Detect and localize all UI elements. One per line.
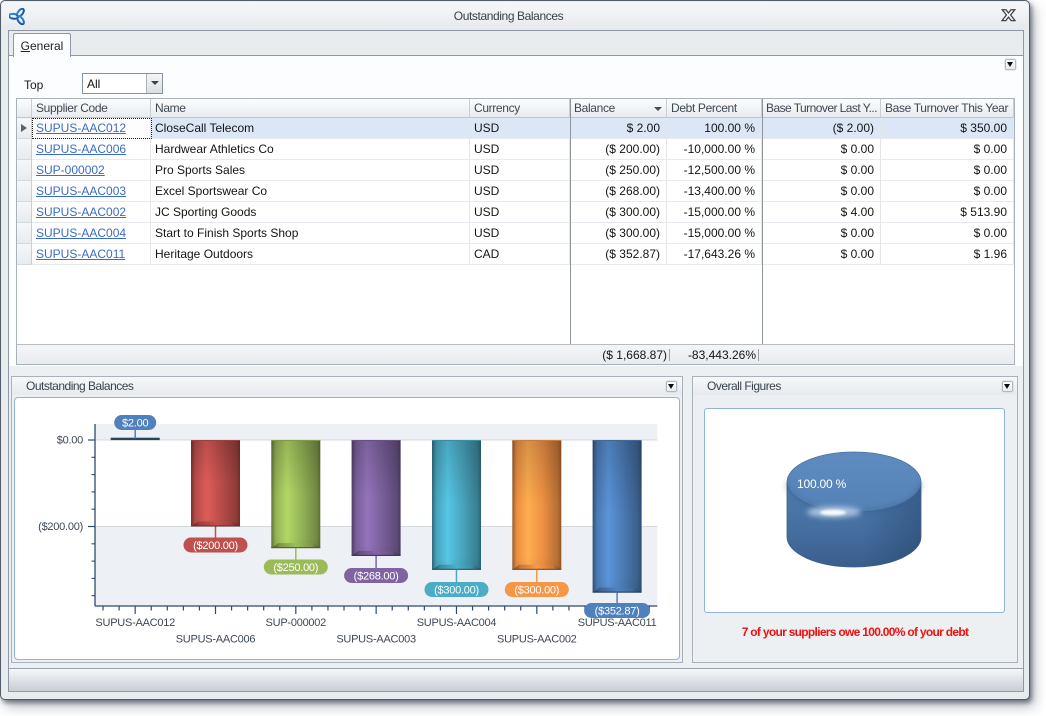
svg-text:100.00 %: 100.00 %: [797, 477, 847, 491]
svg-text:($352.87): ($352.87): [595, 606, 640, 618]
svg-text:$0.00: $0.00: [57, 435, 83, 447]
svg-text:($250.00): ($250.00): [273, 562, 318, 574]
svg-text:SUPUS-AAC012: SUPUS-AAC012: [95, 617, 175, 629]
svg-text:($200.00): ($200.00): [38, 521, 83, 533]
svg-text:($268.00): ($268.00): [354, 571, 399, 583]
svg-text:SUP-000002: SUP-000002: [266, 617, 327, 629]
svg-text:SUPUS-AAC006: SUPUS-AAC006: [176, 634, 256, 646]
svg-text:($200.00): ($200.00): [193, 540, 238, 552]
svg-text:($300.00): ($300.00): [514, 585, 559, 597]
svg-text:SUPUS-AAC004: SUPUS-AAC004: [417, 617, 497, 629]
svg-text:SUPUS-AAC003: SUPUS-AAC003: [336, 634, 416, 646]
svg-text:($300.00): ($300.00): [434, 585, 479, 597]
svg-text:SUPUS-AAC011: SUPUS-AAC011: [578, 617, 657, 629]
svg-text:SUPUS-AAC002: SUPUS-AAC002: [497, 634, 577, 646]
svg-text:$2.00: $2.00: [122, 418, 148, 430]
